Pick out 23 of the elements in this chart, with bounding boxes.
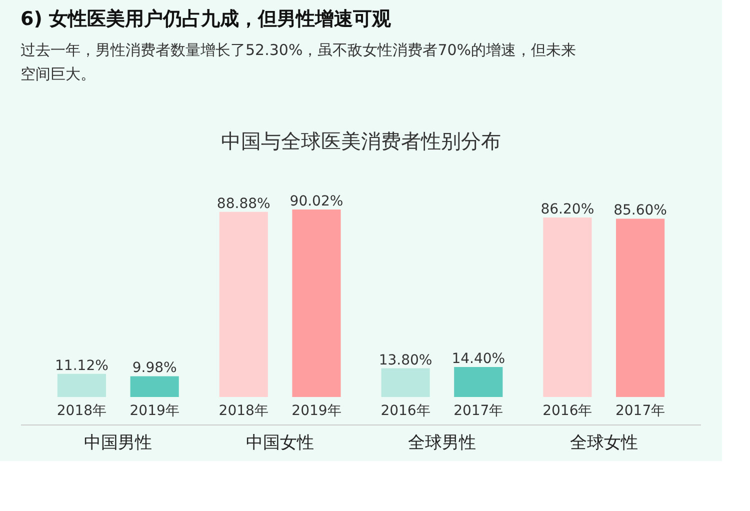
data-label: 14.40% xyxy=(452,351,506,368)
x-tick-label: 2018年 xyxy=(218,403,268,419)
text: 全球男性 xyxy=(408,433,476,453)
x-tick-label: 2018年 xyxy=(56,403,107,419)
text: 中国与全球医美消费者性别分布 xyxy=(221,129,501,153)
x-tick-label: 2019年 xyxy=(130,403,180,419)
x-tick-label: 2017年 xyxy=(454,403,504,419)
chart-subtitle: 过去一年，男性消费者数量增长了52.30%，虽不敌女性消费者70%的增速，但未来空间巨大。 xyxy=(20,41,576,83)
data-label: 85.60% xyxy=(614,202,667,219)
data-label: 11.12% xyxy=(55,358,108,374)
data-label: 86.20% xyxy=(540,201,594,218)
x-tick-label: 2016年 xyxy=(380,403,430,419)
x-tick-label: 2016年 xyxy=(542,403,592,419)
data-label: 9.98% xyxy=(132,360,177,376)
data-label: 88.88% xyxy=(216,196,270,212)
text: 全球女性 xyxy=(570,433,638,453)
x-tick-label: 2017年 xyxy=(615,403,666,419)
text: 中国女性 xyxy=(246,433,314,453)
chart-title: 6) 女性医美用户仍占九成，但男性增速可观 xyxy=(20,8,392,30)
x-tick-label: 2019年 xyxy=(292,403,342,419)
data-label: 90.02% xyxy=(290,194,344,210)
data-label: 13.80% xyxy=(378,352,432,368)
text: 中国男性 xyxy=(84,433,152,453)
